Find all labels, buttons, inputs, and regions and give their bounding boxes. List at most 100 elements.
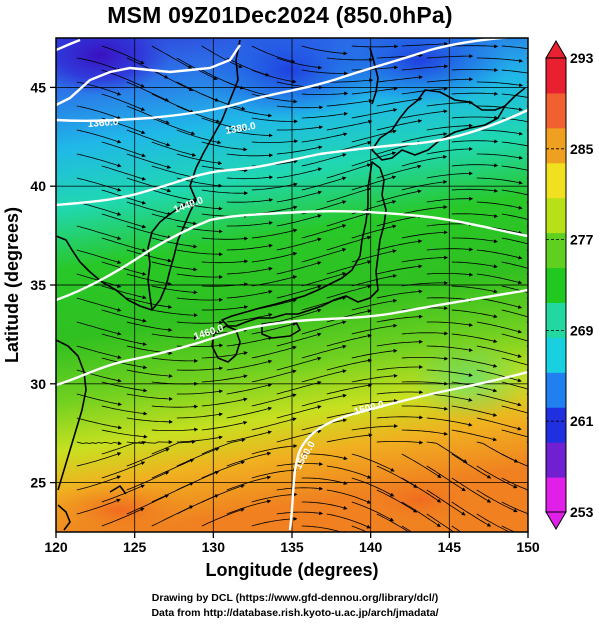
streamline (126, 297, 173, 309)
streamline (276, 57, 323, 70)
streamline (226, 153, 274, 158)
streamline (501, 213, 528, 220)
streamline (476, 321, 523, 334)
streamline (451, 115, 499, 120)
streamline (501, 237, 528, 245)
streamline (451, 525, 462, 532)
streamline (101, 441, 146, 455)
streamline (151, 141, 197, 157)
streamline (251, 417, 297, 431)
streamline (401, 280, 449, 287)
streamline (501, 333, 528, 342)
colorbar-segment (546, 407, 566, 443)
colorbar-segment (546, 127, 566, 164)
colorbar-top-arrow (545, 40, 567, 59)
streamline (451, 139, 499, 144)
contour-line (56, 38, 516, 123)
streamline (426, 54, 474, 59)
streamline (501, 501, 528, 515)
streamline (151, 404, 199, 409)
colorbar-segment (546, 197, 566, 234)
streamline (401, 230, 448, 239)
streamline (101, 333, 147, 346)
streamline (351, 477, 395, 497)
streamline (326, 383, 373, 395)
streamline (126, 393, 173, 401)
streamline (301, 69, 348, 76)
streamline (151, 285, 198, 295)
streamline (226, 129, 273, 138)
streamline (201, 259, 249, 264)
streamline (326, 489, 372, 504)
streamline (376, 339, 423, 347)
streamline (301, 272, 347, 287)
streamline (426, 417, 473, 427)
streamline (401, 180, 448, 191)
streamline (401, 331, 449, 336)
streamline (351, 501, 394, 522)
streamline (351, 323, 398, 335)
streamline (76, 81, 122, 96)
streamline (101, 507, 145, 527)
streamline (451, 357, 498, 368)
streamline (301, 248, 347, 263)
streamline (176, 447, 220, 467)
streamline (101, 381, 148, 393)
x-axis-title: Longitude (degrees) (205, 560, 378, 580)
grid-lines (56, 38, 528, 532)
streamline (126, 417, 173, 424)
streamline (226, 430, 272, 443)
streamline (451, 188, 499, 193)
colorbar-segment (546, 302, 566, 338)
streamline (251, 393, 297, 407)
streamline (401, 477, 442, 503)
streamline (126, 177, 172, 193)
credit-line-drawing: Drawing by DCL (https://www.gfd-dennou.o… (151, 592, 439, 604)
streamline (451, 309, 498, 319)
colorbar-segment (546, 442, 566, 478)
streamline (351, 298, 398, 311)
streamline (201, 374, 248, 383)
streamline (201, 420, 248, 431)
streamline (351, 373, 398, 383)
streamline (476, 393, 522, 407)
streamline (451, 44, 499, 49)
y-tick-label: 30 (30, 376, 46, 392)
streamline (426, 272, 474, 277)
streamline (151, 213, 198, 226)
streamline (226, 451, 272, 467)
streamline (176, 297, 224, 302)
streamline (401, 405, 449, 411)
streamline (126, 129, 171, 147)
streamline (101, 461, 146, 479)
streamline (401, 255, 448, 263)
streamline (451, 333, 498, 344)
streamline (301, 132, 348, 143)
streamline (376, 365, 424, 371)
streamline (151, 439, 196, 455)
streamline (276, 145, 323, 155)
streamline (351, 424, 398, 431)
streamline (276, 284, 322, 299)
streamline (251, 275, 298, 287)
streamline (351, 175, 397, 191)
streamline (251, 369, 297, 383)
streamline (501, 381, 528, 390)
streamline (251, 444, 298, 455)
streamline (326, 433, 373, 443)
streamline (476, 249, 523, 260)
streamline (376, 264, 423, 275)
streamline (476, 177, 523, 185)
streamline (501, 429, 528, 438)
streamline (426, 171, 473, 179)
colorbar: 293 285 277 269 261 253 (545, 40, 594, 530)
streamline (301, 111, 348, 119)
streamline (276, 81, 323, 90)
streamline (226, 313, 273, 323)
colorbar-segment (546, 232, 566, 269)
colorbar-segment (546, 372, 566, 408)
streamline (76, 475, 122, 491)
colorbar-bottom-arrow (545, 511, 567, 530)
streamline (426, 369, 473, 377)
